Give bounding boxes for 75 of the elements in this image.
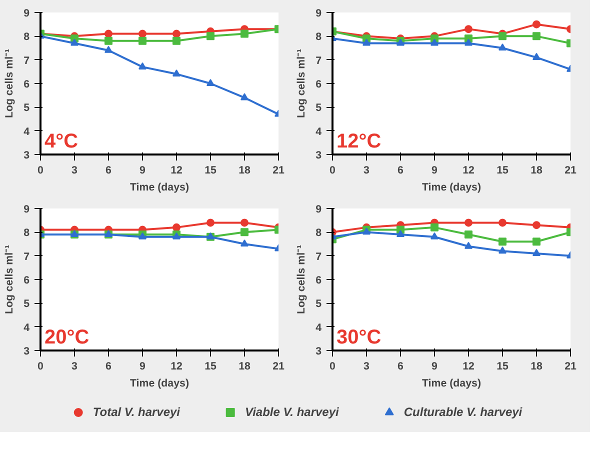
y-tick-label: 3 [24,346,30,358]
y-tick-label: 7 [24,54,30,67]
y-tick-label: 3 [316,346,322,358]
y-tick-label: 9 [316,8,322,20]
annotation: 20°C [44,326,90,348]
y-axis-title: Log cells ml⁻¹ [4,48,16,118]
y-tick-label: 3 [316,150,322,162]
y-axis-title: Log cells ml⁻¹ [4,244,16,314]
x-tick-label: 12 [170,360,182,372]
x-tick-label: 12 [462,164,474,176]
y-tick-label: 6 [316,274,322,286]
x-tick-label: 21 [272,360,284,372]
x-tick-label: 6 [398,164,404,176]
y-tick-label: 8 [24,31,30,44]
y-tick-label: 5 [316,298,322,310]
x-tick-label: 9 [432,360,438,372]
x-tick-label: 18 [238,164,250,176]
x-tick-label: 3 [364,360,370,372]
y-tick-label: 8 [316,31,322,44]
x-tick-label: 21 [564,164,576,176]
x-tick-label: 6 [106,360,112,372]
y-tick-label: 8 [24,227,30,240]
x-tick-label: 0 [330,360,336,372]
x-tick-label: 18 [530,360,542,372]
y-tick-label: 8 [316,227,322,240]
y-tick-label: 5 [316,102,322,114]
y-tick-label: 7 [316,54,322,67]
y-tick-label: 6 [24,78,30,90]
x-tick-label: 0 [38,164,44,176]
annotation: 4°C [44,130,78,152]
x-tick-label: 12 [170,164,182,176]
y-axis-title: Log cells ml⁻¹ [296,48,308,118]
y-axis-title: Log cells ml⁻¹ [296,244,308,314]
x-tick-label: 21 [272,164,284,176]
y-tick-label: 5 [24,102,30,114]
y-tick-label: 7 [24,250,30,263]
x-tick-label: 0 [38,360,44,372]
x-tick-label: 3 [72,164,78,176]
annotation: 30°C [336,326,382,348]
x-tick-label: 3 [364,164,370,176]
x-axis-title: Time (days) [130,182,190,194]
x-tick-label: 15 [496,164,508,176]
x-tick-label: 9 [140,164,146,176]
x-tick-label: 6 [398,360,404,372]
y-tick-label: 4 [24,322,30,334]
y-tick-label: 9 [24,8,30,20]
annotation: 12°C [336,130,382,152]
legend-label: Viable V. harveyi [245,405,339,419]
x-tick-label: 21 [564,360,576,372]
x-tick-label: 9 [432,164,438,176]
y-tick-label: 9 [24,204,30,216]
y-tick-label: 4 [24,126,30,138]
y-tick-label: 3 [24,150,30,162]
y-tick-label: 7 [316,250,322,263]
legend-label: Culturable V. harveyi [404,405,522,419]
x-axis-title: Time (days) [422,182,482,194]
x-tick-label: 0 [330,164,336,176]
x-tick-label: 6 [106,164,112,176]
x-tick-label: 18 [530,164,542,176]
x-tick-label: 15 [204,360,216,372]
x-tick-label: 15 [496,360,508,372]
legend-label: Total V. harveyi [92,405,180,419]
x-tick-label: 12 [462,360,474,372]
x-tick-label: 18 [238,360,250,372]
x-tick-label: 9 [140,360,146,372]
x-axis-title: Time (days) [130,378,190,390]
y-tick-label: 4 [316,322,322,334]
y-tick-label: 6 [316,78,322,90]
y-tick-label: 9 [316,204,322,216]
y-tick-label: 4 [316,126,322,138]
x-tick-label: 15 [204,164,216,176]
x-tick-label: 3 [72,360,78,372]
y-tick-label: 5 [24,298,30,310]
x-axis-title: Time (days) [422,378,482,390]
y-tick-label: 6 [24,274,30,286]
